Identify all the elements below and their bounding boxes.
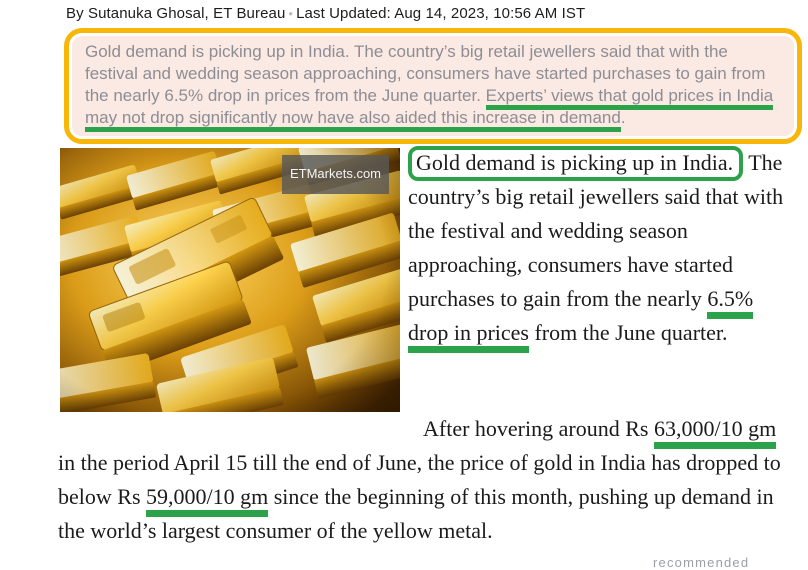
article-body: ETMarkets.com Gold demand is picking up … xyxy=(0,144,808,548)
bullet-separator-icon: • xyxy=(288,6,294,21)
circled-sentence: Gold demand is picking up in India. xyxy=(408,146,744,181)
gold-bars-illustration xyxy=(60,148,400,412)
para1-seg2: from the June quarter. xyxy=(528,320,728,345)
summary-seg-underlined: Experts’ views that gold prices in India… xyxy=(85,86,774,132)
byline-last-updated: Last Updated: Aug 14, 2023, 10:56 AM IST xyxy=(296,5,586,22)
byline: By Sutanuka Ghosal, ET Bureau • Last Updat… xyxy=(66,5,808,22)
para1-seg1: The country’s big retail jewellers said … xyxy=(408,150,784,311)
lead-image: ETMarkets.com xyxy=(60,148,400,412)
article-paragraph-1: Gold demand is picking up in India. The … xyxy=(58,146,797,353)
summary-seg-end: . xyxy=(620,108,626,127)
para2-seg1: After hovering around Rs xyxy=(423,416,654,441)
summary-text: Gold demand is picking up in India. The … xyxy=(72,36,794,136)
byline-author: By Sutanuka Ghosal, ET Bureau xyxy=(66,5,286,22)
para2-seg3: since the beginning of this month, pushi… xyxy=(58,484,774,543)
para2-underlined-price-59000: 59,000/10 gm xyxy=(146,484,269,517)
summary-highlight-box: Gold demand is picking up in India. The … xyxy=(64,28,802,144)
image-credit-badge: ETMarkets.com xyxy=(281,155,389,194)
para1-underlined-price-drop: 6.5% drop in prices xyxy=(408,286,754,353)
para2-underlined-price-63000: 63,000/10 gm xyxy=(653,416,777,449)
recommended-section-label: recommended xyxy=(653,555,750,570)
para2-seg2: in the period April 15 till the end of J… xyxy=(58,450,781,509)
article-paragraph-2: After hovering around Rs 63,000/10 gm in… xyxy=(58,394,797,548)
summary-seg-plain: Gold demand is picking up in India. The … xyxy=(85,42,766,105)
